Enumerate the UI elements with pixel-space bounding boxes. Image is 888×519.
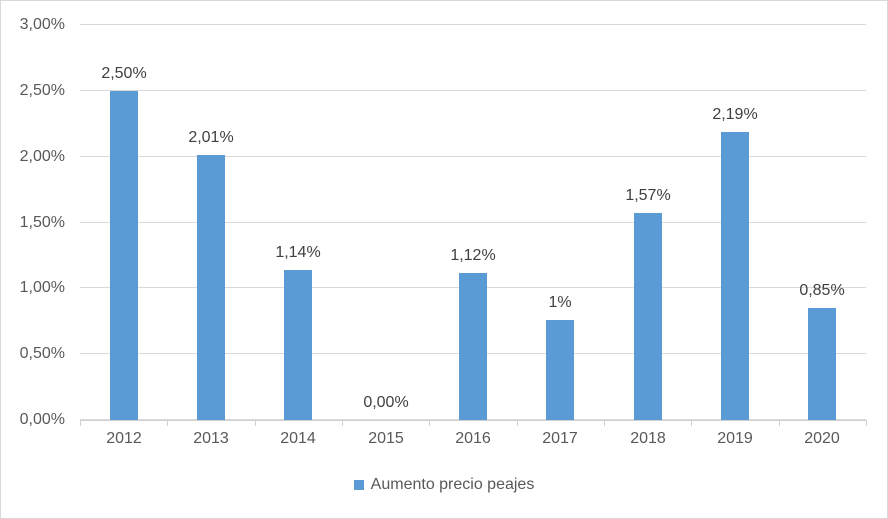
- bar-2016: [459, 273, 487, 420]
- gridline: [80, 221, 866, 223]
- legend-label: Aumento precio peajes: [370, 476, 535, 493]
- x-axis-label-2016: 2016: [455, 430, 491, 447]
- bar-2012: [110, 91, 138, 420]
- x-axis-tick: [80, 421, 81, 426]
- bar-2018: [634, 213, 662, 420]
- bar-2017: [546, 320, 574, 420]
- x-axis-tick: [167, 421, 168, 426]
- data-label-2019: 2,19%: [712, 106, 758, 123]
- data-label-2020: 0,85%: [799, 282, 845, 299]
- x-axis-label-2015: 2015: [368, 430, 404, 447]
- y-axis-label: 1,50%: [19, 213, 65, 231]
- x-axis-label-2017: 2017: [542, 430, 578, 447]
- x-axis-tick: [604, 421, 605, 426]
- y-axis-label: 0,00%: [19, 411, 65, 428]
- x-axis-label-2013: 2013: [193, 430, 229, 447]
- gridline: [80, 89, 866, 91]
- x-axis-label-2018: 2018: [630, 430, 666, 447]
- y-axis-label: 2,50%: [19, 81, 65, 99]
- x-axis-tick: [691, 421, 692, 426]
- data-label-2013: 2,01%: [188, 129, 234, 146]
- data-label-2014: 1,14%: [275, 244, 321, 261]
- legend: Aumento precio peajes: [1, 476, 887, 494]
- x-axis-tick: [255, 421, 256, 426]
- x-axis-tick: [517, 421, 518, 426]
- y-axis-label: 1,00%: [19, 279, 65, 297]
- bar-2014: [284, 270, 312, 420]
- y-axis-label: 0,50%: [19, 345, 65, 363]
- data-label-2016: 1,12%: [450, 247, 496, 264]
- x-axis-tick: [779, 421, 780, 426]
- gridline: [80, 24, 866, 25]
- x-axis-label-2012: 2012: [106, 430, 142, 447]
- bar-2019: [721, 132, 749, 420]
- legend-swatch: [353, 480, 364, 490]
- data-label-2015: 0,00%: [363, 394, 409, 411]
- data-label-2018: 1,57%: [625, 187, 671, 204]
- data-label-2017: 1%: [548, 294, 572, 311]
- x-axis-tick: [342, 421, 343, 426]
- bar-2013: [197, 155, 225, 420]
- x-axis-label-2014: 2014: [280, 430, 316, 447]
- y-axis-label: 2,00%: [19, 147, 65, 165]
- y-axis-label: 3,00%: [19, 16, 65, 33]
- x-axis-tick: [866, 421, 867, 426]
- x-axis-tick: [429, 421, 430, 426]
- x-axis-label-2019: 2019: [717, 430, 753, 447]
- x-axis-label-2020: 2020: [804, 430, 840, 447]
- x-axis-line: [80, 420, 867, 421]
- plot-area: [80, 24, 866, 420]
- gridline: [80, 155, 866, 157]
- bar-2020: [808, 308, 836, 420]
- data-label-2012: 2,50%: [101, 65, 147, 82]
